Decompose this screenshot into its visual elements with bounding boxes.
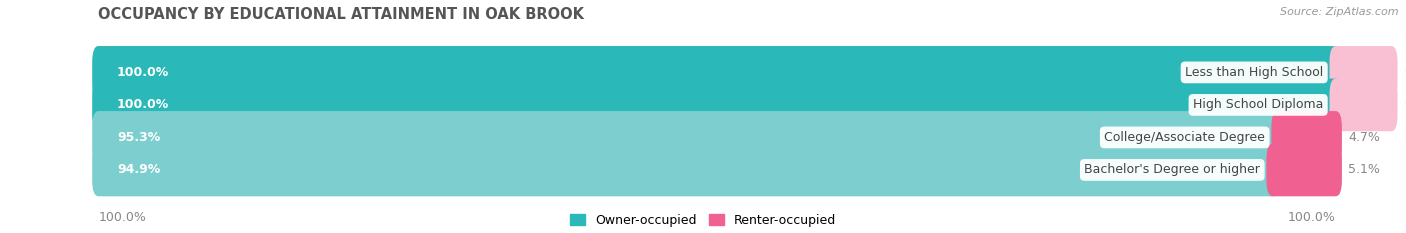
FancyBboxPatch shape [93, 111, 1284, 164]
FancyBboxPatch shape [93, 144, 1341, 196]
Text: Bachelor's Degree or higher: Bachelor's Degree or higher [1084, 163, 1260, 176]
FancyBboxPatch shape [93, 144, 1279, 196]
Text: 95.3%: 95.3% [117, 131, 160, 144]
Text: 0.0%: 0.0% [1403, 98, 1406, 111]
FancyBboxPatch shape [93, 46, 1341, 99]
FancyBboxPatch shape [93, 79, 1341, 131]
FancyBboxPatch shape [93, 46, 1341, 99]
Text: 100.0%: 100.0% [1288, 211, 1336, 224]
Text: Less than High School: Less than High School [1185, 66, 1323, 79]
Text: 94.9%: 94.9% [117, 163, 160, 176]
Text: 100.0%: 100.0% [117, 98, 169, 111]
FancyBboxPatch shape [1330, 79, 1398, 131]
Text: Source: ZipAtlas.com: Source: ZipAtlas.com [1281, 7, 1399, 17]
FancyBboxPatch shape [1271, 111, 1341, 164]
FancyBboxPatch shape [1330, 46, 1398, 99]
FancyBboxPatch shape [1267, 144, 1341, 196]
Text: 100.0%: 100.0% [117, 66, 169, 79]
Text: 5.1%: 5.1% [1348, 163, 1379, 176]
Text: High School Diploma: High School Diploma [1192, 98, 1323, 111]
FancyBboxPatch shape [93, 79, 1341, 131]
FancyBboxPatch shape [93, 111, 1341, 164]
Text: 100.0%: 100.0% [98, 211, 146, 224]
Text: OCCUPANCY BY EDUCATIONAL ATTAINMENT IN OAK BROOK: OCCUPANCY BY EDUCATIONAL ATTAINMENT IN O… [98, 7, 585, 22]
Text: 0.0%: 0.0% [1403, 66, 1406, 79]
Text: 4.7%: 4.7% [1348, 131, 1379, 144]
Legend: Owner-occupied, Renter-occupied: Owner-occupied, Renter-occupied [569, 214, 837, 227]
Text: College/Associate Degree: College/Associate Degree [1104, 131, 1265, 144]
